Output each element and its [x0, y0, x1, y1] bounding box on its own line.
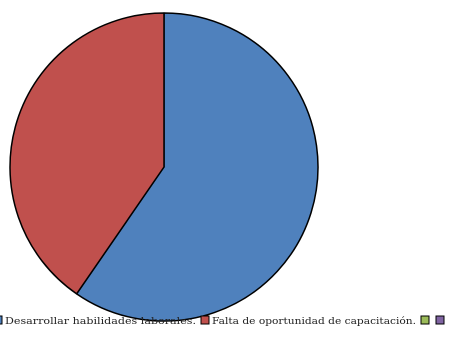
legend: Desarrollar habilidades laborales. Falta…	[0, 315, 445, 327]
legend-swatch-series-4	[435, 315, 445, 325]
legend-swatch-desarrollar	[0, 315, 3, 325]
legend-label-falta: Falta de oportunidad de capacitación.	[212, 316, 416, 327]
legend-swatch-falta	[200, 315, 210, 325]
legend-swatch-series-3	[420, 315, 430, 325]
legend-label-desarrollar: Desarrollar habilidades laborales.	[5, 316, 196, 327]
pie-slices	[9, 12, 319, 322]
pie-slice-1	[75, 12, 319, 322]
pie-slice-2	[9, 12, 165, 295]
